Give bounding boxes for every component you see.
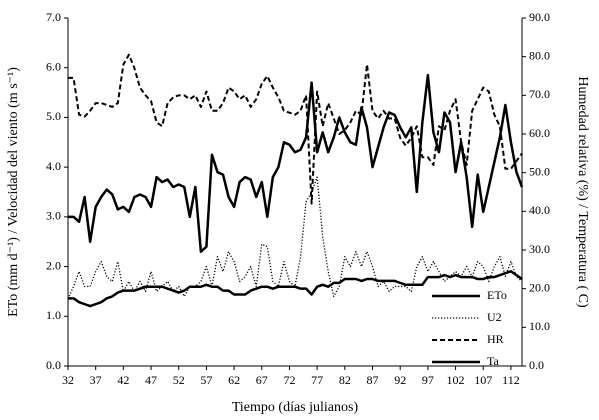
y-tick-label: 6.0 <box>46 59 61 73</box>
x-tick-label: 57 <box>200 373 212 387</box>
x-tick-label: 37 <box>90 373 102 387</box>
x-tick-label: 47 <box>145 373 157 387</box>
y-tick-label: 1.0 <box>46 308 61 322</box>
y2-axis-title: Humedad relativa (%) / Temperatura ( C) <box>575 76 590 308</box>
y-tick-label: 5.0 <box>46 109 61 123</box>
series-line <box>68 270 523 308</box>
y2-tick-label: 10.0 <box>529 319 550 333</box>
x-axis-title: Tiempo (días julianos) <box>232 400 359 415</box>
y-tick-label: 3.0 <box>46 209 61 223</box>
series-line <box>68 53 523 205</box>
x-tick-label: 42 <box>117 373 129 387</box>
y2-tick-label: 60.0 <box>529 126 550 140</box>
x-tick-label: 92 <box>394 373 406 387</box>
x-tick-label: 52 <box>173 373 185 387</box>
x-tick-label: 67 <box>256 373 268 387</box>
legend-label: ETo <box>487 288 507 302</box>
y2-tick-label: 70.0 <box>529 87 550 101</box>
x-tick-label: 112 <box>502 373 520 387</box>
x-tick-label: 82 <box>339 373 351 387</box>
y2-tick-label: 80.0 <box>529 48 550 62</box>
x-tick-label: 72 <box>283 373 295 387</box>
y2-tick-label: 20.0 <box>529 280 550 294</box>
legend-label: HR <box>487 332 504 346</box>
x-tick-label: 97 <box>422 373 434 387</box>
y-axis-title: ETo (mm d⁻¹) / Velocidad del viento (m s… <box>6 67 21 317</box>
x-tick-label: 87 <box>367 373 379 387</box>
y2-tick-label: 30.0 <box>529 242 550 256</box>
x-tick-label: 107 <box>474 373 492 387</box>
y-tick-label: 2.0 <box>46 258 61 272</box>
y2-tick-label: 90.0 <box>529 10 550 24</box>
y-tick-label: 4.0 <box>46 159 61 173</box>
y2-tick-label: 40.0 <box>529 203 550 217</box>
x-tick-label: 102 <box>447 373 465 387</box>
y-tick-label: 7.0 <box>46 10 61 24</box>
x-tick-label: 77 <box>311 373 323 387</box>
legend-label: Ta <box>487 354 499 368</box>
y2-tick-label: 0.0 <box>529 358 544 372</box>
x-tick-label: 32 <box>62 373 74 387</box>
y2-tick-label: 50.0 <box>529 164 550 178</box>
legend-label: U2 <box>487 310 502 324</box>
x-tick-label: 62 <box>228 373 240 387</box>
series-line <box>68 73 524 253</box>
y-tick-label: 0.0 <box>46 358 61 372</box>
